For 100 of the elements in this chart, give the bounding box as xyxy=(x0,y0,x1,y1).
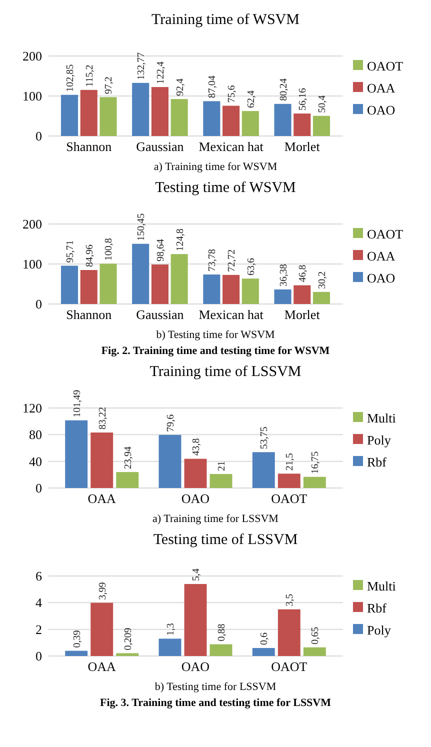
x-tick-label: OAA xyxy=(88,491,117,506)
bar xyxy=(170,99,188,136)
bar xyxy=(170,254,188,304)
data-label: 79,6 xyxy=(165,414,176,432)
data-label: 80,24 xyxy=(278,78,290,101)
data-label: 5,4 xyxy=(191,568,202,581)
bar xyxy=(242,111,259,136)
data-label: 83,22 xyxy=(97,407,108,430)
data-label: 63,6 xyxy=(246,258,257,276)
legend-label: OAA xyxy=(367,248,396,264)
bar xyxy=(274,289,292,304)
x-tick-label: Morlet xyxy=(284,307,320,322)
data-label: 36,38 xyxy=(278,264,290,286)
bar xyxy=(100,264,117,304)
bar xyxy=(116,472,139,488)
data-label: 100,8 xyxy=(104,238,115,261)
data-label: 1,3 xyxy=(165,623,176,636)
bar xyxy=(278,609,300,656)
legend-label: OAO xyxy=(367,102,396,118)
y-tick-label: 0 xyxy=(36,296,42,312)
data-label: 75,6 xyxy=(226,85,238,103)
bar xyxy=(312,116,330,136)
data-label: 0,6 xyxy=(259,632,270,645)
legend-label: Rbf xyxy=(367,454,388,470)
bar xyxy=(222,274,240,304)
bar xyxy=(210,644,232,656)
legend-label: OAOT xyxy=(367,226,404,242)
bar xyxy=(203,101,220,136)
bar xyxy=(65,420,88,488)
bar xyxy=(184,458,207,488)
data-label: 102,85 xyxy=(65,64,76,92)
data-label: 115,2 xyxy=(84,64,96,87)
text: a) Training time for LSSVM xyxy=(152,513,279,525)
data-label: 95,71 xyxy=(65,240,76,263)
y-tick-label: 0 xyxy=(36,648,42,664)
x-tick-label: Shannon xyxy=(66,307,112,322)
data-label: 72,72 xyxy=(226,249,238,272)
text: a) Training time for WSVM xyxy=(154,161,278,173)
data-label: 132,77 xyxy=(136,52,148,80)
bar xyxy=(252,648,275,656)
text: b) Testing time for LSSVM xyxy=(154,681,276,693)
legend-label: Rbf xyxy=(367,600,388,616)
bar xyxy=(278,474,300,488)
y-tick-label: 80 xyxy=(29,427,42,442)
bar xyxy=(303,476,326,488)
data-label: 0,88 xyxy=(216,624,228,642)
x-tick-label: Shannon xyxy=(66,139,112,154)
data-label: 3,99 xyxy=(97,582,108,600)
data-label: 16,75 xyxy=(310,451,322,474)
y-tick-label: 4 xyxy=(36,595,42,610)
bar xyxy=(100,97,117,136)
data-label: 21 xyxy=(216,461,228,471)
legend-label: OAOT xyxy=(367,58,404,74)
data-label: 21,5 xyxy=(284,453,296,471)
legend-label: Poly xyxy=(367,622,392,638)
legend-label: OAA xyxy=(367,80,396,96)
y-tick-label: 100 xyxy=(22,88,42,104)
bar xyxy=(151,264,168,304)
bar xyxy=(132,244,150,304)
x-tick-label: OAOT xyxy=(271,491,308,506)
y-tick-label: 6 xyxy=(36,568,42,584)
data-label: 56,16 xyxy=(298,88,309,111)
data-label: 50,4 xyxy=(316,95,328,113)
chart-title: Testing time of LSSVM xyxy=(153,532,298,548)
data-label: 46,8 xyxy=(298,264,309,282)
legend-label: Multi xyxy=(367,410,396,426)
data-label: 43,8 xyxy=(191,438,202,456)
bar xyxy=(312,292,330,304)
data-label: 124,8 xyxy=(174,228,186,252)
bar xyxy=(132,82,150,136)
legend-label: Poly xyxy=(367,432,392,448)
bar xyxy=(210,474,232,488)
data-label: 23,94 xyxy=(122,446,134,470)
x-tick-label: OAO xyxy=(181,659,210,674)
x-tick-label: Mexican hat xyxy=(198,139,264,154)
legend-label: Multi xyxy=(367,578,396,594)
y-tick-label: 40 xyxy=(29,454,42,469)
bar xyxy=(222,106,240,136)
bar xyxy=(303,647,326,656)
bar xyxy=(116,653,139,656)
legend-label: OAO xyxy=(367,270,396,286)
data-label: 30,2 xyxy=(316,271,328,289)
bar xyxy=(252,452,275,488)
y-tick-label: 120 xyxy=(22,400,42,416)
x-tick-label: Gaussian xyxy=(136,139,184,154)
x-tick-label: OAOT xyxy=(271,659,308,674)
bar xyxy=(274,104,292,136)
y-tick-label: 2 xyxy=(36,622,42,637)
data-label: 101,49 xyxy=(72,390,83,418)
y-tick-label: 100 xyxy=(22,256,42,272)
bar xyxy=(242,278,259,304)
data-label: 0,39 xyxy=(72,630,83,648)
x-tick-label: Morlet xyxy=(284,139,320,154)
bar xyxy=(158,638,182,656)
bar xyxy=(294,114,311,136)
bar xyxy=(184,584,207,656)
data-label: 97,2 xyxy=(104,76,115,94)
data-label: 0,209 xyxy=(122,628,134,650)
bar xyxy=(90,602,114,656)
text: b) Testing time for WSVM xyxy=(156,329,276,341)
